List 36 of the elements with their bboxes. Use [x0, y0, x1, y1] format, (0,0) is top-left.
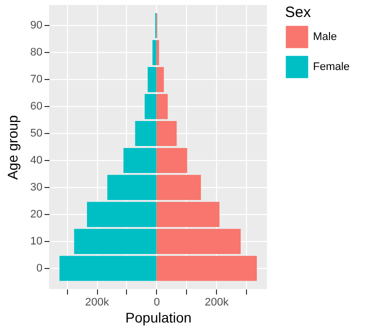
bar [156, 228, 241, 254]
y-tick-label: 40 [30, 154, 42, 166]
y-tick-label: 30 [30, 181, 42, 194]
bar [148, 67, 156, 92]
x-axis-title: Population [125, 310, 192, 326]
y-axis-title: Age group [4, 114, 20, 180]
x-tick-label: 0 [154, 296, 160, 308]
y-tick-label: 0 [36, 262, 42, 274]
bar [152, 40, 156, 66]
bar [107, 174, 156, 200]
legend-label: Male [313, 31, 337, 43]
y-tick-label: 50 [30, 128, 42, 140]
x-tick-label: 200k [85, 296, 110, 308]
bar [74, 228, 156, 254]
y-tick-label: 80 [30, 46, 42, 59]
bar [135, 120, 156, 146]
y-tick-label: 90 [30, 20, 42, 32]
bar [156, 202, 220, 227]
bar [144, 94, 156, 120]
y-tick-label: 70 [30, 74, 42, 86]
bar [156, 256, 257, 281]
bar [156, 148, 188, 174]
y-tick-label: 10 [30, 235, 42, 248]
bar [156, 94, 168, 120]
bar [59, 256, 156, 281]
legend-title: Sex [285, 4, 312, 21]
bar [156, 40, 160, 66]
legend-label: Female [313, 61, 350, 73]
y-tick-label: 20 [30, 208, 42, 220]
bar [86, 202, 156, 227]
bar [156, 174, 201, 200]
y-tick-label: 60 [30, 100, 42, 113]
bar [156, 120, 177, 146]
bar [123, 148, 156, 174]
bar [156, 67, 164, 92]
x-tick-label: 200k [204, 296, 230, 308]
